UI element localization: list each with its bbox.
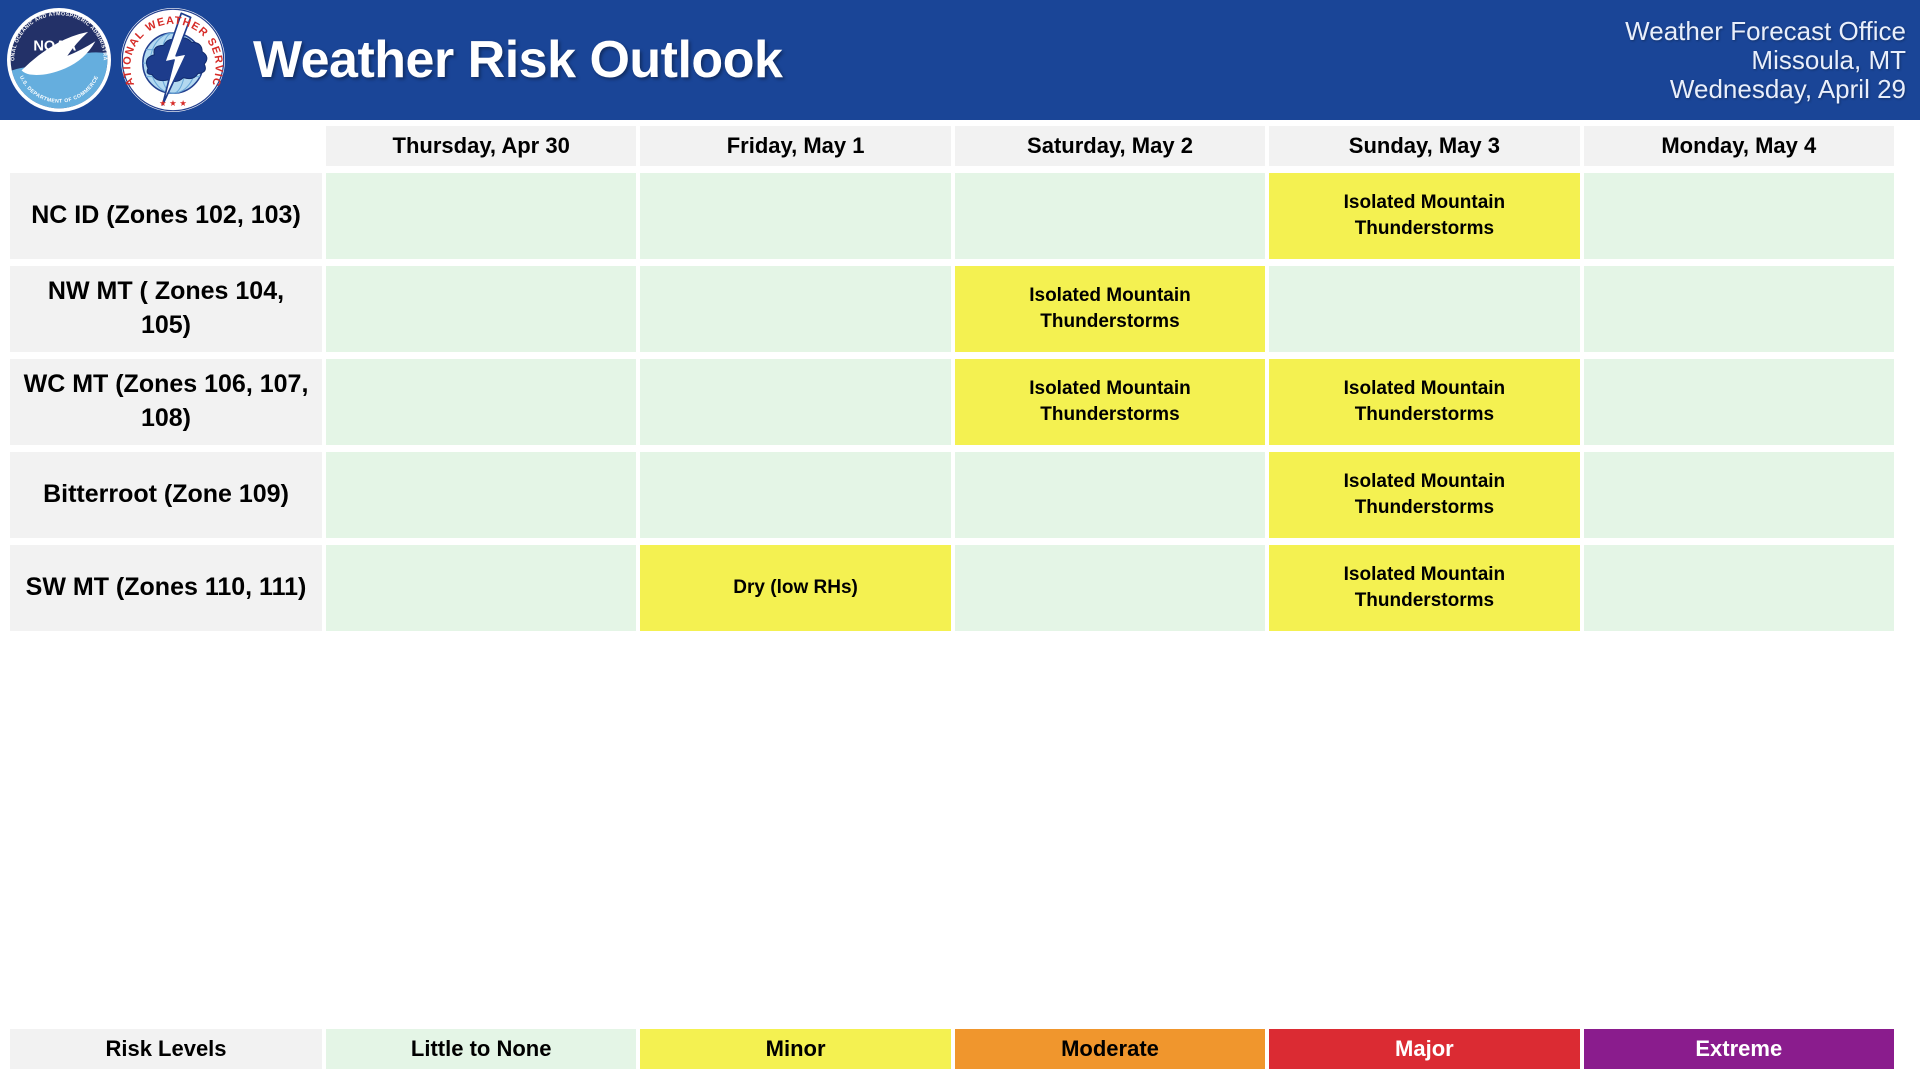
zone-row-label: NC ID (Zones 102, 103): [10, 173, 322, 259]
zone-row-label: Bitterroot (Zone 109): [10, 452, 322, 538]
risk-cell: Isolated Mountain Thunderstorms: [1269, 173, 1580, 259]
column-header-friday: Friday, May 1: [640, 126, 951, 166]
risk-cell: [326, 452, 637, 538]
risk-cell: [326, 545, 637, 631]
risk-cell: [1583, 452, 1894, 538]
risk-cell: [326, 359, 637, 445]
noaa-logo-icon: NOAA NATIONAL OCEANIC AND ATMOSPHERIC AD…: [7, 8, 111, 112]
legend-level-little-to-none: Little to None: [326, 1029, 637, 1069]
office-info: Weather Forecast Office Missoula, MT Wed…: [1625, 15, 1920, 104]
header-bar: NOAA NATIONAL OCEANIC AND ATMOSPHERIC AD…: [0, 0, 1920, 120]
column-header-thursday: Thursday, Apr 30: [326, 126, 637, 166]
legend-level-label: Little to None: [410, 1036, 552, 1061]
risk-cell: [640, 173, 951, 259]
risk-cell: [640, 359, 951, 445]
risk-cell: [954, 545, 1266, 631]
risk-cell: Isolated Mountain Thunderstorms: [954, 266, 1266, 352]
risk-cell-text: Isolated Mountain Thunderstorms: [1343, 564, 1506, 611]
table-corner-cell: [10, 126, 322, 166]
risk-cell: [954, 173, 1266, 259]
zone-row-label: WC MT (Zones 106, 107, 108): [10, 359, 322, 445]
legend-level-major: Major: [1269, 1029, 1580, 1069]
risk-cell: [954, 452, 1266, 538]
nws-stars: ★ ★ ★: [159, 98, 187, 108]
column-header-sunday: Sunday, May 3: [1269, 126, 1580, 166]
nws-logo-icon: NATIONAL WEATHER SERVICE ★ ★ ★: [121, 8, 225, 112]
risk-cell-text: Dry (low RHs): [733, 577, 858, 599]
risk-cell-text: Isolated Mountain Thunderstorms: [1029, 378, 1191, 425]
risk-cell: [1583, 266, 1894, 352]
legend-level-label: Moderate: [1061, 1036, 1159, 1061]
risk-cell: [1583, 545, 1894, 631]
legend-level-label: Minor: [765, 1036, 826, 1061]
risk-legend: Risk Levels Little to None Minor Moderat…: [10, 1029, 1894, 1069]
legend-level-label: Extreme: [1695, 1036, 1783, 1061]
risk-cell-text: Isolated Mountain Thunderstorms: [1343, 471, 1506, 518]
risk-cell: Isolated Mountain Thunderstorms: [1269, 545, 1580, 631]
legend-level-moderate: Moderate: [954, 1029, 1266, 1069]
office-name: Weather Forecast Office: [1625, 15, 1906, 46]
risk-cell: [1583, 359, 1894, 445]
legend-level-extreme: Extreme: [1583, 1029, 1894, 1069]
issue-date: Wednesday, April 29: [1669, 73, 1906, 104]
risk-cell: [326, 266, 637, 352]
legend-level-minor: Minor: [640, 1029, 951, 1069]
risk-cell-text: Isolated Mountain Thunderstorms: [1343, 378, 1506, 425]
legend-title: Risk Levels: [10, 1029, 322, 1069]
risk-cell: [640, 452, 951, 538]
risk-cell: Isolated Mountain Thunderstorms: [1269, 452, 1580, 538]
risk-cell: Isolated Mountain Thunderstorms: [1269, 359, 1580, 445]
risk-cell-text: Isolated Mountain Thunderstorms: [1343, 192, 1506, 239]
column-header-monday: Monday, May 4: [1583, 126, 1894, 166]
page-title: Weather Risk Outlook: [253, 31, 783, 89]
risk-cell: [326, 173, 637, 259]
office-location: Missoula, MT: [1751, 44, 1906, 75]
risk-cell-text: Isolated Mountain Thunderstorms: [1029, 285, 1191, 332]
risk-cell: [1583, 173, 1894, 259]
noaa-wordmark: NOAA: [33, 39, 76, 55]
risk-cell: [640, 266, 951, 352]
legend-level-label: Major: [1395, 1036, 1454, 1061]
risk-outlook-table: Thursday, Apr 30 Friday, May 1 Saturday,…: [10, 126, 1894, 631]
zone-row-label: NW MT ( Zones 104, 105): [10, 266, 322, 352]
zone-row-label: SW MT (Zones 110, 111): [10, 545, 322, 631]
risk-cell: Isolated Mountain Thunderstorms: [954, 359, 1266, 445]
risk-cell: Dry (low RHs): [640, 545, 951, 631]
risk-cell: [1269, 266, 1580, 352]
column-header-saturday: Saturday, May 2: [954, 126, 1266, 166]
